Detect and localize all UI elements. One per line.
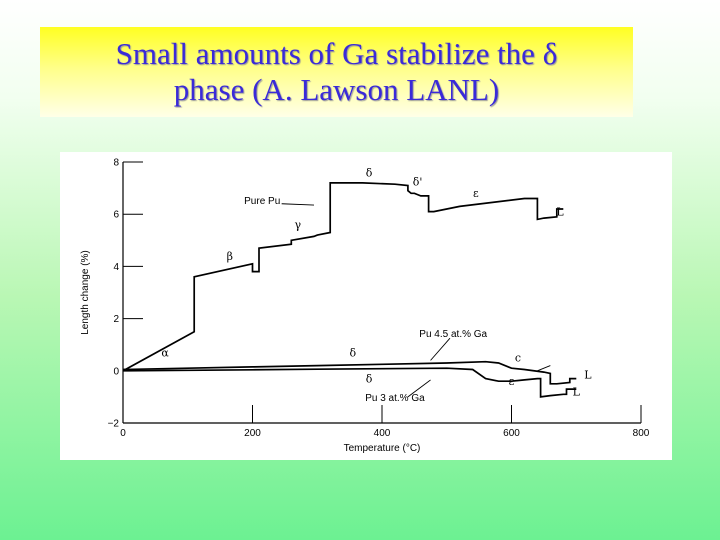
x-tick-label-4: 800 bbox=[633, 428, 650, 439]
phase-label-7: L bbox=[556, 206, 564, 219]
y-tick-label-5: 8 bbox=[113, 158, 119, 169]
phase-label-8: δ bbox=[350, 346, 357, 359]
leader-line-3 bbox=[537, 365, 551, 372]
x-axis-label: Temperature (°C) bbox=[344, 443, 421, 454]
x-tick-label-0: 0 bbox=[120, 428, 126, 439]
series-layer bbox=[122, 182, 577, 398]
phase-label-10: c bbox=[515, 352, 521, 365]
leader-line-2 bbox=[407, 379, 431, 398]
slide-title-box: Small amounts of Ga stabilize the δ phas… bbox=[40, 27, 633, 117]
phase-label-11: ε bbox=[509, 375, 515, 388]
y-axis-label: Length change (%) bbox=[80, 250, 91, 335]
phase-label-9: δ bbox=[366, 373, 373, 386]
curve-label-15: Pu 3 at.% Ga bbox=[365, 393, 425, 404]
y-tick-label-2: 2 bbox=[113, 314, 119, 325]
chart-panel: −2 0 2 4 6 8 0 200 400 600 800 Temperature (°C) Leng… bbox=[60, 152, 672, 460]
leader-line-1 bbox=[430, 337, 451, 361]
series-line-2 bbox=[122, 367, 577, 398]
series-line-0 bbox=[122, 182, 564, 372]
slide-title-line-1: Small amounts of Ga stabilize the δ bbox=[115, 36, 558, 71]
x-tick-label-1: 200 bbox=[244, 428, 261, 439]
phase-label-13: L bbox=[573, 386, 581, 399]
phase-label-4: δ bbox=[366, 166, 373, 179]
phase-label-6: ε bbox=[473, 187, 479, 200]
curve-label-0: Pure Pu bbox=[244, 196, 280, 207]
y-tick-label-3: 4 bbox=[113, 262, 119, 273]
y-tick-label-0: −2 bbox=[108, 419, 120, 430]
phase-label-5: δ' bbox=[413, 175, 423, 188]
curve-label-14: Pu 4.5 at.% Ga bbox=[419, 329, 487, 340]
phase-label-2: β bbox=[227, 250, 233, 263]
phase-label-12: L bbox=[584, 369, 592, 382]
series-line-1 bbox=[122, 360, 577, 385]
phase-label-1: α bbox=[161, 346, 169, 359]
slide-title-line-2: phase (A. Lawson LANL) bbox=[173, 72, 500, 107]
phase-label-3: γ bbox=[295, 219, 302, 232]
leader-line-0 bbox=[281, 203, 315, 206]
y-tick-label-1: 0 bbox=[113, 366, 119, 377]
y-tick-label-4: 6 bbox=[113, 210, 119, 221]
x-tick-label-2: 400 bbox=[374, 428, 391, 439]
x-tick-label-3: 600 bbox=[503, 428, 520, 439]
